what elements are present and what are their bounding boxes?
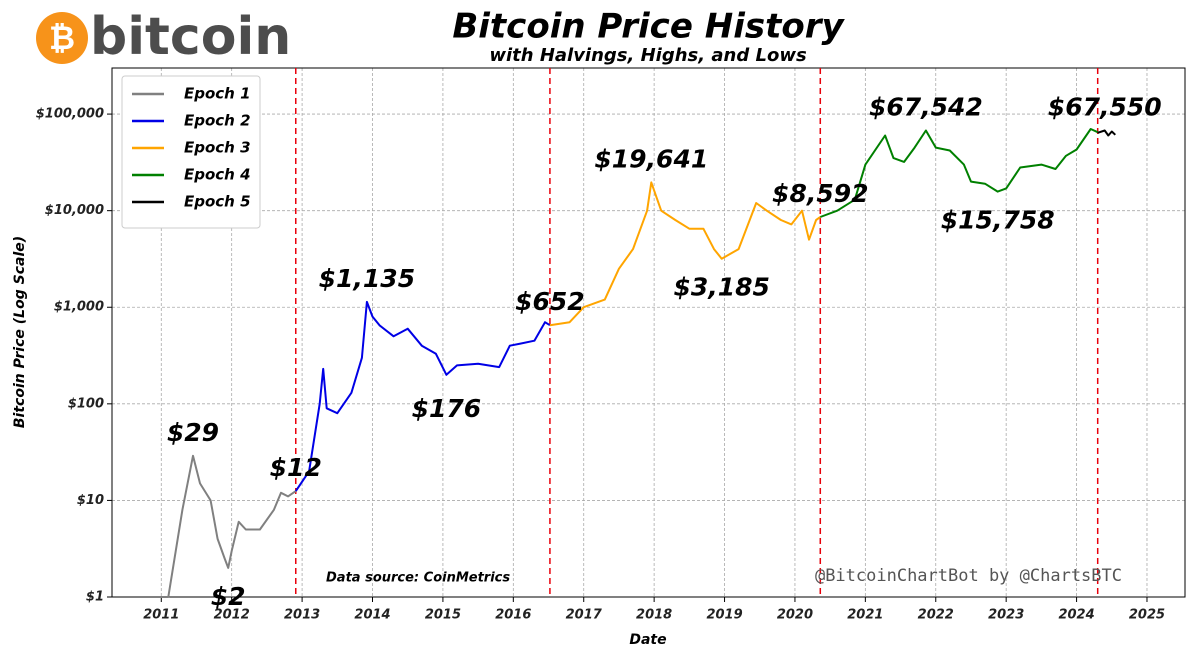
credit: @BitcoinChartBot by @ChartsBTC: [815, 566, 1122, 586]
legend-label: Epoch 3: [184, 139, 251, 157]
source-note: Data source: CoinMetrics: [326, 571, 510, 586]
legend-label: Epoch 4: [184, 166, 251, 184]
y-tick-label: $10: [77, 493, 104, 508]
price-line: [549, 181, 821, 327]
legend-label: Epoch 5: [184, 193, 251, 211]
legend-label: Epoch 2: [184, 112, 251, 130]
x-tick-label: 2024: [1058, 608, 1094, 623]
y-tick-label: $10,000: [45, 203, 104, 218]
y-tick-label: $1,000: [54, 300, 104, 315]
annotation: $29: [167, 418, 219, 447]
plot-frame: [111, 67, 1186, 598]
annotation: $67,550: [1048, 93, 1162, 122]
annotation: $8,592: [772, 179, 868, 208]
x-tick-label: 2018: [636, 608, 672, 623]
x-tick-label: 2022: [918, 608, 954, 623]
annotation: $3,185: [673, 273, 769, 302]
x-tick-label: 2013: [284, 608, 320, 623]
x-tick-label: 2012: [214, 608, 250, 623]
y-axis-label: Bitcoin Price (Log Scale): [12, 236, 28, 428]
x-tick-label: 2019: [706, 608, 742, 623]
annotation: $176: [412, 394, 482, 423]
x-tick-label: 2025: [1129, 608, 1165, 623]
annotation: $67,542: [869, 93, 983, 122]
annotation: $1,135: [319, 264, 415, 293]
annotation: $2: [211, 582, 246, 611]
annotation: $652: [515, 287, 585, 316]
logo-symbol: ₿: [49, 19, 75, 57]
x-axis-label: Date: [629, 632, 666, 648]
x-tick-label: 2011: [143, 608, 179, 623]
chart-title: Bitcoin Price History: [452, 7, 845, 47]
price-line: [819, 128, 1099, 218]
price-line: [1097, 129, 1116, 137]
y-tick-label: $100,000: [36, 107, 104, 122]
legend-box: [121, 75, 261, 229]
x-tick-label: 2023: [988, 608, 1024, 623]
annotation: $15,758: [941, 206, 1055, 235]
x-tick-label: 2016: [495, 608, 531, 623]
annotation: $19,641: [594, 144, 708, 173]
x-tick-label: 2017: [566, 608, 603, 623]
logo-text: bitcoin: [90, 7, 291, 67]
price-line: [157, 454, 297, 598]
legend-label: Epoch 1: [184, 85, 251, 103]
annotation: $12: [270, 453, 322, 482]
price-line: [294, 300, 551, 492]
y-tick-label: $1: [86, 590, 104, 605]
x-tick-label: 2014: [354, 608, 390, 623]
y-tick-label: $100: [68, 396, 104, 411]
x-tick-label: 2015: [425, 608, 461, 623]
chart-subtitle: with Halvings, Highs, and Lows: [489, 45, 807, 66]
x-tick-label: 2020: [777, 608, 813, 623]
x-tick-label: 2021: [847, 608, 883, 623]
logo-circle: [36, 12, 88, 64]
